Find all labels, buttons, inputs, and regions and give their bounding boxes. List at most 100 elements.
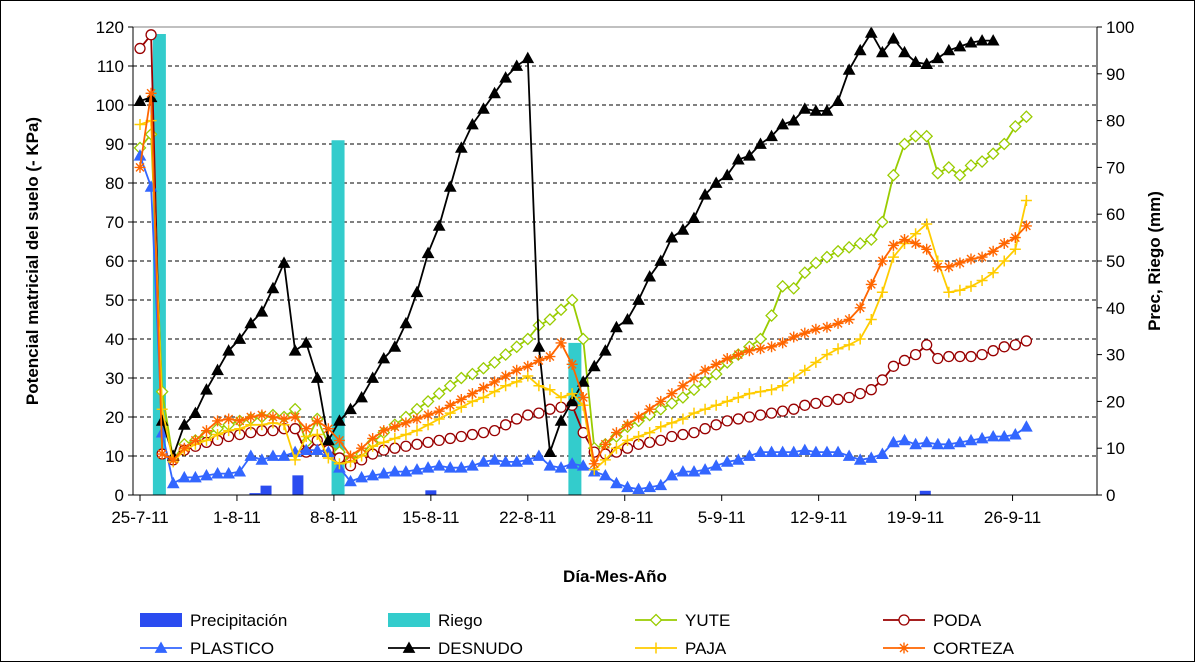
point-plastico (399, 465, 413, 477)
point-desnudo (898, 45, 911, 58)
point-yute (864, 233, 878, 246)
y2-tick-label: 0 (1106, 486, 1115, 505)
point-corteza (178, 442, 190, 454)
legend-item-desnudo: DESNUDO (388, 639, 523, 658)
point-corteza (444, 399, 456, 411)
y2-tick-label: 20 (1106, 392, 1125, 411)
point-corteza (200, 425, 212, 437)
point-desnudo (322, 433, 335, 446)
point-plastico (599, 468, 612, 481)
legend-item-plastico: PLASTICO (140, 639, 274, 658)
point-corteza (522, 360, 534, 372)
point-corteza (389, 421, 401, 433)
point-poda (644, 436, 656, 449)
point-poda (466, 428, 479, 441)
point-poda (699, 423, 711, 435)
point-corteza (566, 358, 578, 370)
y-tick-label: 40 (105, 330, 124, 349)
point-desnudo (222, 344, 235, 356)
legend-marker (154, 641, 168, 653)
point-paja (987, 267, 999, 279)
point-corteza (533, 354, 545, 366)
point-corteza (256, 409, 268, 421)
axes: 0 10 20 30 40 50 60 70 80 90 100 110 120 0 10 20 30 40 50 6… (96, 18, 1135, 527)
point-poda (954, 350, 966, 363)
point-corteza (754, 343, 766, 355)
point-paja (766, 384, 778, 396)
point-desnudo (466, 117, 479, 130)
point-paja (677, 413, 689, 425)
point-desnudo (676, 223, 690, 235)
point-plastico (720, 455, 734, 467)
point-corteza (943, 261, 955, 273)
point-desnudo (621, 312, 634, 325)
point-paja (699, 403, 711, 415)
point-poda (289, 423, 301, 435)
point-corteza (156, 448, 168, 460)
point-paja (533, 380, 545, 392)
point-yute (787, 281, 801, 295)
point-plastico (698, 463, 712, 475)
point-corteza (345, 450, 357, 462)
point-corteza (477, 382, 489, 394)
point-poda (810, 397, 822, 410)
point-desnudo (477, 102, 490, 114)
point-paja (832, 343, 844, 355)
point-poda (710, 419, 722, 431)
legend-marker (649, 613, 663, 627)
point-paja (821, 349, 833, 361)
point-corteza (544, 351, 556, 363)
point-plastico (754, 445, 767, 457)
point-poda (688, 426, 700, 439)
point-paja (777, 380, 789, 392)
point-desnudo (499, 71, 512, 83)
point-desnudo (355, 390, 368, 403)
legend-label: PODA (933, 611, 982, 630)
y-tick-label: 80 (105, 174, 124, 193)
point-plastico (709, 459, 723, 471)
point-plastico (831, 445, 845, 457)
point-poda (799, 399, 811, 411)
point-corteza (810, 323, 822, 335)
y-tick-label: 30 (105, 369, 124, 388)
point-paja (1020, 195, 1032, 207)
point-corteza (876, 255, 888, 267)
y-tick-label: 10 (105, 447, 124, 466)
point-paja (655, 421, 667, 433)
series-plastico (133, 149, 1033, 495)
y-tick-label: 60 (105, 252, 124, 271)
point-paja (976, 275, 988, 286)
point-desnudo (521, 51, 535, 64)
point-corteza (300, 423, 312, 435)
point-plastico (964, 433, 978, 446)
x-tick-label: 12-9-11 (790, 508, 847, 527)
point-desnudo (532, 340, 546, 352)
point-paja (333, 458, 345, 470)
point-yute (997, 137, 1011, 151)
point-plastico (388, 465, 402, 477)
point-corteza (677, 380, 689, 392)
bar-precipitación (249, 493, 261, 495)
point-corteza (455, 393, 467, 405)
point-corteza (367, 432, 379, 444)
point-paja (743, 388, 755, 400)
point-corteza (167, 454, 179, 466)
legend-label: Riego (438, 611, 482, 630)
point-desnudo (964, 36, 978, 48)
point-desnudo (432, 219, 446, 231)
point-desnudo (787, 114, 801, 126)
point-plastico (543, 459, 557, 471)
point-plastico (222, 467, 235, 479)
point-poda (1020, 335, 1033, 347)
point-corteza (134, 161, 146, 173)
point-poda (499, 419, 512, 431)
point-corteza (688, 372, 700, 384)
legend-item-precipitación: Precipitación (140, 611, 287, 630)
point-corteza (998, 237, 1010, 249)
point-desnudo (288, 344, 302, 356)
point-plastico (554, 461, 568, 473)
point-yute (975, 155, 989, 168)
point-desnudo (765, 129, 778, 142)
point-yute (842, 240, 856, 254)
point-corteza (644, 403, 656, 415)
